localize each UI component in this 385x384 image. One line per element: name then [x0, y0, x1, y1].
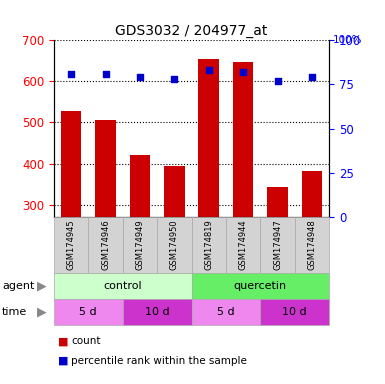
Text: quercetin: quercetin: [234, 281, 287, 291]
Point: [206, 67, 212, 73]
Text: 100%: 100%: [333, 35, 362, 45]
Bar: [61, 111, 82, 217]
Point: [137, 74, 143, 81]
Point: [171, 76, 177, 82]
Text: GSM174944: GSM174944: [239, 220, 248, 270]
Bar: [130, 156, 150, 217]
Bar: [198, 59, 219, 217]
Text: GSM174947: GSM174947: [273, 219, 282, 270]
Text: GSM174948: GSM174948: [308, 219, 316, 270]
Text: GSM174950: GSM174950: [170, 220, 179, 270]
Text: time: time: [2, 307, 27, 317]
Text: agent: agent: [2, 281, 34, 291]
Point: [275, 78, 281, 84]
Text: 5 d: 5 d: [79, 307, 97, 317]
Point: [240, 69, 246, 75]
Point: [309, 74, 315, 81]
Bar: [267, 187, 288, 217]
Text: percentile rank within the sample: percentile rank within the sample: [71, 356, 247, 366]
Text: GSM174819: GSM174819: [204, 219, 213, 270]
Text: ▶: ▶: [37, 279, 46, 292]
Point: [102, 71, 109, 77]
Bar: [164, 166, 185, 217]
Bar: [95, 119, 116, 217]
Point: [68, 71, 74, 77]
Bar: [233, 62, 253, 217]
Text: 10 d: 10 d: [283, 307, 307, 317]
Text: count: count: [71, 336, 101, 346]
Text: GSM174945: GSM174945: [67, 220, 75, 270]
Text: GSM174949: GSM174949: [136, 220, 144, 270]
Bar: [302, 170, 322, 217]
Text: GSM174946: GSM174946: [101, 219, 110, 270]
Text: control: control: [104, 281, 142, 291]
Text: 10 d: 10 d: [145, 307, 169, 317]
Title: GDS3032 / 204977_at: GDS3032 / 204977_at: [116, 24, 268, 38]
Text: 5 d: 5 d: [217, 307, 235, 317]
Text: ■: ■: [58, 356, 68, 366]
Text: ▶: ▶: [37, 305, 46, 318]
Text: ■: ■: [58, 336, 68, 346]
